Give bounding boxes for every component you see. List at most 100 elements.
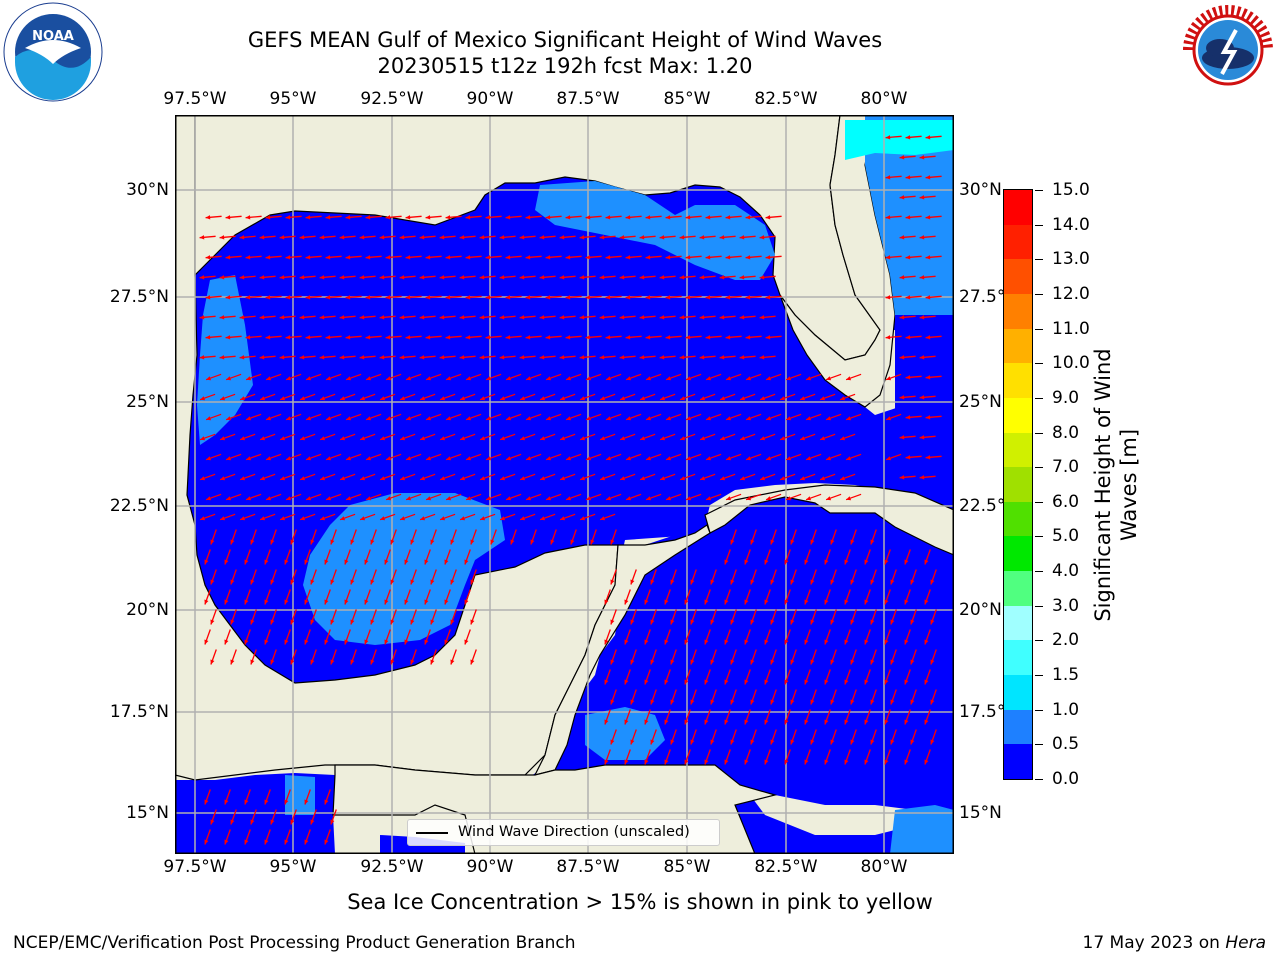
wave-arrow-head: [304, 559, 309, 565]
wave-arrow-head: [239, 315, 245, 320]
wave-arrow-head: [604, 719, 609, 725]
wave-arrow-head: [499, 355, 505, 360]
wave-arrow-head: [260, 396, 266, 401]
wave-arrow-head: [646, 376, 652, 381]
wave-arrow-head: [766, 496, 772, 501]
wave-arrow-head: [226, 416, 232, 421]
colorbar-segment: [1004, 570, 1032, 606]
wave-arrow-head: [810, 619, 815, 625]
colorbar-tick-label: 2.0: [1052, 630, 1080, 651]
wave-arrow-head: [925, 175, 931, 180]
wave-arrow-head: [605, 255, 611, 260]
wave-arrow-head: [846, 416, 852, 421]
wave-arrow-head: [199, 275, 205, 280]
wave-arrow-head: [210, 659, 215, 665]
wave-arrow-head: [764, 559, 769, 565]
lat-label-left: 22.5°N: [109, 496, 169, 516]
wave-arrow-head: [645, 215, 651, 220]
wave-arrow-head: [459, 235, 465, 240]
wave-arrow-head: [345, 215, 351, 220]
wave-arrow-head: [864, 639, 869, 645]
wave-arrow-head: [406, 376, 412, 381]
wave-arrow-head: [284, 559, 289, 565]
wave-arrow-head: [540, 396, 546, 401]
wave-arrow-head: [366, 496, 372, 501]
wave-arrow-head: [700, 436, 706, 441]
wave-arrow-head: [560, 476, 566, 481]
wave-arrow-head: [304, 599, 309, 605]
wave-arrow-head: [684, 679, 689, 685]
wave-arrow-head: [424, 639, 429, 645]
wave-arrow-head: [810, 739, 815, 745]
wave-arrow-head: [280, 516, 286, 521]
wave-arrow-head: [246, 496, 252, 501]
colorbar-segment: [1004, 743, 1032, 779]
wave-arrow-head: [506, 376, 512, 381]
colorbar-segment: [1004, 224, 1032, 260]
wave-arrow-head: [666, 456, 672, 461]
lon-label-top: 80°W: [860, 89, 908, 109]
wave-arrow-head: [850, 699, 855, 705]
wave-arrow-head: [285, 255, 291, 260]
wave-arrow-head: [586, 496, 592, 501]
wave-arrow-head: [660, 396, 666, 401]
wave-arrow-head: [245, 295, 251, 300]
wave-arrow-head: [326, 376, 332, 381]
wave-arrow-head: [250, 579, 255, 585]
wave-arrow-head: [240, 436, 246, 441]
wave-arrow-head: [604, 759, 609, 765]
wave-arrow-head: [924, 639, 929, 645]
wave-arrow-head: [670, 739, 675, 745]
wave-arrow-head: [346, 376, 352, 381]
wave-arrow-head: [624, 639, 629, 645]
wave-arrow-head: [666, 416, 672, 421]
wave-arrow-head: [645, 255, 651, 260]
wave-arrow-head: [284, 799, 289, 805]
wave-arrow-head: [525, 335, 531, 340]
wave-arrow-head: [446, 456, 452, 461]
wave-arrow-head: [500, 436, 506, 441]
wave-arrow-head: [400, 516, 406, 521]
wave-arrow-head: [510, 539, 515, 545]
wave-arrow-head: [545, 215, 551, 220]
wave-arrow-head: [604, 599, 609, 605]
wave-arrow-head: [539, 355, 545, 360]
wave-arrow-head: [470, 579, 475, 585]
wave-arrow-head: [270, 819, 275, 825]
wave-arrow-head: [919, 235, 925, 240]
wave-arrow-head: [890, 699, 895, 705]
chart-title: GEFS MEAN Gulf of Mexico Significant Hei…: [247, 28, 883, 52]
wave-arrow-head: [260, 476, 266, 481]
wave-arrow-head: [640, 476, 646, 481]
wave-arrow-head: [305, 255, 311, 260]
wave-arrow-head: [746, 416, 752, 421]
wave-arrow-head: [925, 215, 931, 220]
wave-arrow-head: [925, 295, 931, 300]
wave-arrow-head: [760, 476, 766, 481]
wave-arrow-head: [365, 295, 371, 300]
atlantic-water: [865, 115, 954, 315]
wave-arrow-head: [380, 516, 386, 521]
wave-arrow-head: [699, 235, 705, 240]
wave-arrow-head: [366, 416, 372, 421]
wave-arrow-head: [519, 275, 525, 280]
wave-arrow-head: [284, 639, 289, 645]
wave-arrow-head: [664, 639, 669, 645]
wave-arrow-head: [625, 215, 631, 220]
wave-arrow-head: [420, 396, 426, 401]
wave-arrow-head: [300, 476, 306, 481]
wave-arrow-head: [639, 355, 645, 360]
wave-arrow-head: [670, 699, 675, 705]
wave-arrow-head: [690, 699, 695, 705]
wave-arrow-head: [339, 315, 345, 320]
lon-label-bottom: 82.5°W: [754, 857, 818, 877]
wave-region-central: [303, 493, 505, 645]
wave-arrow-head: [230, 539, 235, 545]
wave-arrow-head: [246, 376, 252, 381]
wave-arrow-head: [704, 679, 709, 685]
wave-arrow-head: [420, 516, 426, 521]
colorbar-tick: [1035, 224, 1043, 226]
wave-arrow-head: [365, 335, 371, 340]
wave-arrow-head: [346, 416, 352, 421]
wave-arrow-head: [925, 415, 931, 420]
